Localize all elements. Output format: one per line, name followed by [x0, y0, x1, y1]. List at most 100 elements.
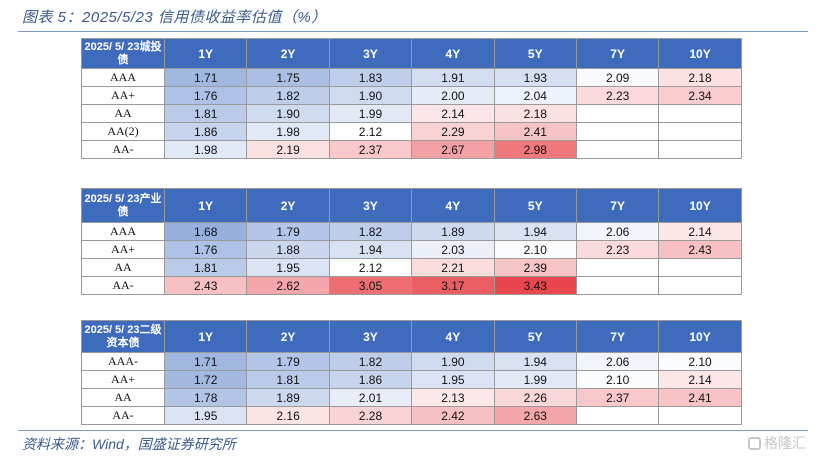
col-header-5y: 5Y	[493, 320, 577, 353]
table-row: AAA 1.68 1.79 1.82 1.89 1.94 2.06 2.14	[81, 222, 742, 241]
yield-cell: 2.06	[575, 352, 660, 371]
yield-cell: 1.93	[493, 68, 577, 87]
yield-cell: 1.72	[163, 370, 248, 389]
yield-cell: 2.16	[246, 406, 330, 425]
rating-label: AA+	[81, 370, 165, 389]
footer-divider	[18, 430, 808, 431]
col-header-3y: 3Y	[328, 320, 413, 353]
yield-cell: 2.37	[328, 140, 413, 159]
yield-cell: 1.79	[246, 222, 330, 241]
yield-cell: 1.68	[163, 222, 248, 241]
col-header-10y: 10Y	[658, 38, 742, 69]
col-header-1y: 1Y	[163, 38, 248, 69]
yield-cell: 2.14	[658, 370, 742, 389]
yield-cell: 1.82	[328, 352, 413, 371]
col-header-10y: 10Y	[658, 188, 742, 223]
yield-cell: 2.29	[411, 122, 495, 141]
rating-label: AA	[81, 258, 165, 277]
yield-cell: 2.43	[658, 240, 742, 259]
yield-cell: 2.10	[575, 370, 660, 389]
table-row: AA(2) 1.86 1.98 2.12 2.29 2.41	[81, 122, 742, 141]
yield-cell: 1.71	[163, 68, 248, 87]
yield-cell: 2.10	[658, 352, 742, 371]
yield-cell: 1.95	[163, 406, 248, 425]
col-header-2y: 2Y	[246, 38, 330, 69]
yield-cell: 2.23	[575, 86, 660, 105]
rating-label: AAA-	[81, 352, 165, 371]
yield-cell: 2.34	[658, 86, 742, 105]
table-corner-label: 2025/ 5/ 23城投债	[81, 38, 165, 69]
col-header-4y: 4Y	[411, 38, 495, 69]
col-header-10y: 10Y	[658, 320, 742, 353]
col-header-4y: 4Y	[411, 188, 495, 223]
figure-title: 图表 5：2025/5/23 信用债收益率估值（%）	[22, 9, 327, 26]
rating-label: AAA	[81, 222, 165, 241]
yield-cell: 1.71	[163, 352, 248, 371]
title-divider	[18, 31, 808, 32]
yield-cell: 1.99	[328, 104, 413, 123]
rating-label: AA-	[81, 276, 165, 295]
col-header-1y: 1Y	[163, 188, 248, 223]
yield-cell: 1.88	[246, 240, 330, 259]
yield-cell: 1.98	[246, 122, 330, 141]
yield-cell: 2.63	[493, 406, 577, 425]
yield-cell	[658, 104, 742, 123]
yield-cell: 3.43	[493, 276, 577, 295]
yield-cell: 2.12	[328, 258, 413, 277]
table-row: AA- 2.43 2.62 3.05 3.17 3.43	[81, 276, 742, 295]
table-corner-label: 2025/ 5/ 23二级资本债	[81, 320, 165, 353]
rating-label: AA-	[81, 140, 165, 159]
yield-cell: 1.95	[246, 258, 330, 277]
yield-cell: 1.83	[328, 68, 413, 87]
yield-cell: 2.00	[411, 86, 495, 105]
col-header-3y: 3Y	[328, 38, 413, 69]
yield-cell	[575, 140, 660, 159]
yield-cell: 2.62	[246, 276, 330, 295]
yield-cell: 1.81	[163, 104, 248, 123]
yield-cell: 2.03	[411, 240, 495, 259]
rating-label: AA-	[81, 406, 165, 425]
rating-label: AA(2)	[81, 122, 165, 141]
yield-cell: 1.95	[411, 370, 495, 389]
table-row: AA 1.81 1.95 2.12 2.21 2.39	[81, 258, 742, 277]
yield-cell: 2.06	[575, 222, 660, 241]
yield-cell: 1.81	[246, 370, 330, 389]
table-row: AA 1.81 1.90 1.99 2.14 2.18	[81, 104, 742, 123]
yield-cell: 2.04	[493, 86, 577, 105]
yield-cell	[658, 406, 742, 425]
yield-cell: 2.13	[411, 388, 495, 407]
yield-cell: 2.26	[493, 388, 577, 407]
yield-cell	[575, 122, 660, 141]
yield-cell: 2.12	[328, 122, 413, 141]
yield-cell: 3.17	[411, 276, 495, 295]
rating-label: AA	[81, 388, 165, 407]
yield-cell: 1.90	[411, 352, 495, 371]
yield-cell: 2.41	[493, 122, 577, 141]
table-row: AA 1.78 1.89 2.01 2.13 2.26 2.37 2.41	[81, 388, 742, 407]
yield-cell: 2.14	[658, 222, 742, 241]
yield-cell	[575, 276, 660, 295]
yield-cell	[575, 104, 660, 123]
yield-cell: 1.76	[163, 240, 248, 259]
col-header-2y: 2Y	[246, 188, 330, 223]
yield-cell: 2.98	[493, 140, 577, 159]
table-row: AA- 1.95 2.16 2.28 2.42 2.63	[81, 406, 742, 425]
table-header-row: 2025/ 5/ 23城投债 1Y 2Y 3Y 4Y 5Y 7Y 10Y	[81, 38, 742, 69]
yield-cell: 1.86	[163, 122, 248, 141]
yield-cell	[658, 258, 742, 277]
yield-cell: 2.37	[575, 388, 660, 407]
col-header-7y: 7Y	[575, 38, 660, 69]
col-header-5y: 5Y	[493, 188, 577, 223]
yield-cell: 2.09	[575, 68, 660, 87]
yield-cell	[658, 122, 742, 141]
yield-cell	[575, 406, 660, 425]
watermark: 格隆汇	[748, 433, 806, 453]
table-header-row: 2025/ 5/ 23二级资本债 1Y 2Y 3Y 4Y 5Y 7Y 10Y	[81, 320, 742, 353]
yield-cell: 1.98	[163, 140, 248, 159]
rating-label: AA	[81, 104, 165, 123]
yield-cell: 1.90	[246, 104, 330, 123]
yield-cell: 2.10	[493, 240, 577, 259]
yield-cell: 2.42	[411, 406, 495, 425]
yield-cell: 2.41	[658, 388, 742, 407]
yield-cell: 1.99	[493, 370, 577, 389]
